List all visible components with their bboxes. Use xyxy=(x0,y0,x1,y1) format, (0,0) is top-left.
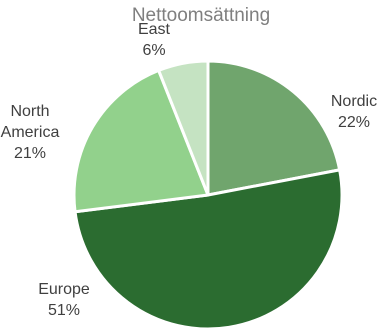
label-north-america: North America 21% xyxy=(1,103,60,162)
label-east: East 6% xyxy=(138,21,171,59)
category-label: America xyxy=(1,124,60,141)
label-nordic: Nordic 22% xyxy=(331,93,377,131)
value-label: 6% xyxy=(142,42,165,59)
slice-labels: Nordic 22% Europe 51% North America 21% East 6% xyxy=(1,21,377,319)
category-label: East xyxy=(138,21,171,38)
category-label: Europe xyxy=(38,281,90,298)
slice-east xyxy=(157,59,210,197)
slice-nordic xyxy=(206,59,342,197)
category-label: Nordic xyxy=(331,93,377,110)
value-label: 51% xyxy=(48,302,80,319)
value-label: 22% xyxy=(338,114,370,131)
label-europe: Europe 51% xyxy=(38,281,90,319)
value-label: 21% xyxy=(14,145,46,162)
category-label: North xyxy=(10,103,49,120)
slice-north-america xyxy=(72,68,210,214)
chart-title: Nettoomsättning xyxy=(132,5,270,26)
pie-slices xyxy=(72,59,344,331)
slice-europe xyxy=(73,168,344,331)
